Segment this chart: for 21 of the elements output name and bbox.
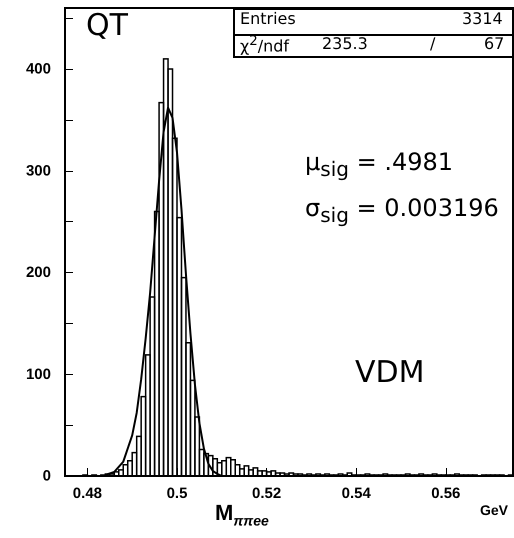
annotation: σ$_{sig}$ = 0.003196 xyxy=(305,194,499,227)
y-tick-label: 100 xyxy=(26,366,51,383)
x-tick-label: 0.5 xyxy=(166,485,188,502)
y-tick-label: 0 xyxy=(42,468,51,484)
annotation: QT xyxy=(86,8,128,43)
y-tick-label: 300 xyxy=(26,162,51,180)
text: GeV xyxy=(480,502,508,518)
annotation: Entries xyxy=(240,9,296,28)
y-tick-label: 200 xyxy=(26,264,51,282)
x-tick-label: 0.52 xyxy=(252,485,282,502)
annotation: / xyxy=(430,34,436,53)
x-tick-label: 0.48 xyxy=(72,485,102,502)
annotation: μ$_{sig}$ = .4981 xyxy=(305,148,454,181)
annotation: 67 xyxy=(484,34,504,53)
x-tick-label: 0.56 xyxy=(431,485,460,502)
annotation: VDM xyxy=(355,355,425,390)
annotation: 3314 xyxy=(462,9,503,28)
y-tick-label: 400 xyxy=(26,60,51,78)
x-axis-title: M$_{ππee}$ xyxy=(215,500,269,528)
x-tick-label: 0.54 xyxy=(342,485,372,502)
annotation: 235.3 xyxy=(322,34,368,53)
